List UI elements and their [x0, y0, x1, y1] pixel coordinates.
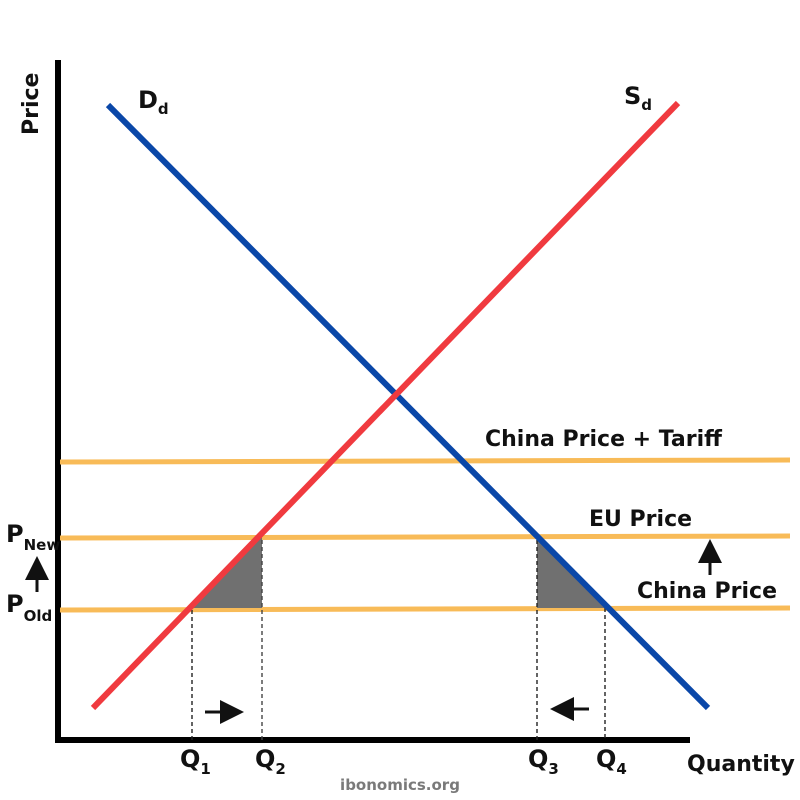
- q4-label: Q4: [596, 745, 627, 778]
- china-price-label: China Price: [637, 579, 777, 604]
- p-new-label: PNew: [6, 520, 60, 554]
- eu-price-line: [59, 533, 791, 541]
- demand-curve-label: Dd: [138, 86, 169, 118]
- q3-label: Q3: [528, 745, 559, 778]
- x-axis-label: Quantity: [687, 752, 795, 777]
- tariff-price-line: [59, 457, 791, 465]
- supply-curve-label: Sd: [624, 82, 652, 114]
- watermark: ibonomics.org: [340, 776, 460, 794]
- demand-curve: [105, 102, 711, 711]
- y-axis-label: Price: [19, 73, 44, 135]
- q1-label: Q1: [180, 745, 211, 778]
- tariff-price-label: China Price + Tariff: [485, 427, 723, 452]
- p-old-label: POld: [6, 590, 52, 625]
- q2-label: Q2: [255, 745, 286, 778]
- china-price-line: [59, 605, 791, 613]
- supply-curve: [90, 100, 681, 711]
- eu-price-label: EU Price: [589, 507, 692, 532]
